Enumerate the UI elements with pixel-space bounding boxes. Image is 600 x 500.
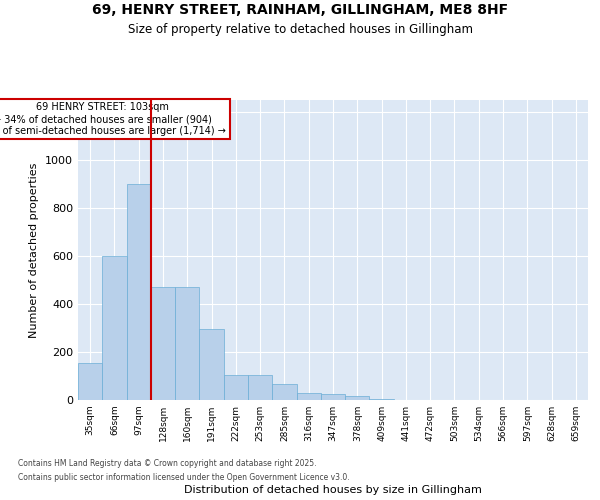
Y-axis label: Number of detached properties: Number of detached properties <box>29 162 40 338</box>
Bar <box>345 396 370 400</box>
Bar <box>248 375 272 400</box>
Text: Distribution of detached houses by size in Gillingham: Distribution of detached houses by size … <box>184 485 482 495</box>
Text: 69, HENRY STREET, RAINHAM, GILLINGHAM, ME8 8HF: 69, HENRY STREET, RAINHAM, GILLINGHAM, M… <box>92 2 508 16</box>
Bar <box>199 329 224 400</box>
Bar <box>321 394 345 400</box>
Text: Contains public sector information licensed under the Open Government Licence v3: Contains public sector information licen… <box>18 474 350 482</box>
Text: Contains HM Land Registry data © Crown copyright and database right 2025.: Contains HM Land Registry data © Crown c… <box>18 458 317 468</box>
Text: 69 HENRY STREET: 103sqm
← 34% of detached houses are smaller (904)
65% of semi-d: 69 HENRY STREET: 103sqm ← 34% of detache… <box>0 102 226 136</box>
Bar <box>224 375 248 400</box>
Text: Size of property relative to detached houses in Gillingham: Size of property relative to detached ho… <box>128 22 473 36</box>
Bar <box>296 393 321 400</box>
Bar <box>370 399 394 400</box>
Bar <box>175 287 199 400</box>
Bar <box>78 363 102 400</box>
Bar <box>127 184 151 400</box>
Bar <box>151 287 175 400</box>
Bar <box>102 256 127 400</box>
Bar <box>272 384 296 400</box>
